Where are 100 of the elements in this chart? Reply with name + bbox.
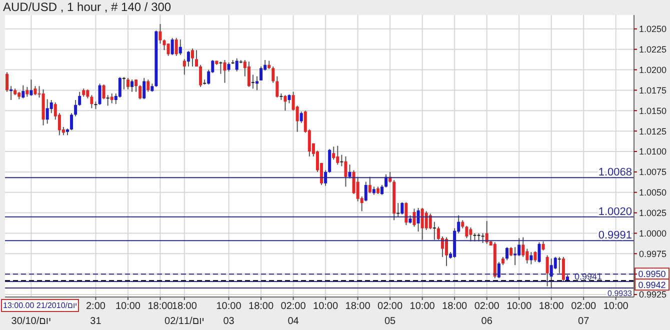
y-tick-label: 1.0075 [639,167,667,178]
candlestick [251,74,254,90]
y-tick-label: 1.0225 [639,44,667,55]
x-tick-label: 10:00 03 [216,301,242,327]
candlestick [122,76,126,90]
candlestick [558,256,561,274]
candlestick [256,76,259,91]
x-tick-label: 10:00 [506,301,532,312]
candlestick [300,110,303,124]
candlestick [130,79,134,92]
x-tick-label: 02:00 07 [571,301,597,327]
x-tick-label: 18:00 [538,301,564,312]
candlestick [497,261,500,279]
candlestick [195,50,198,67]
chart-title: AUD/USD , 1 hour , # 140 / 300 [3,0,172,14]
candlestick [223,59,226,84]
candlestick [138,84,142,100]
candlestick [530,252,533,265]
candlestick [514,246,517,266]
candlestick [219,61,222,74]
candlestick [126,77,130,90]
candlestick [368,176,372,194]
candlestick [518,238,521,257]
y-tick-label: 1.0250 [639,24,667,34]
y-tick-label: 0.9975 [639,248,667,259]
candlestick [465,225,468,239]
candlestick [534,250,537,262]
candlestick [78,91,82,106]
candlestick [445,236,448,266]
ref-line-label: 1.0068 [598,166,632,179]
candlestick [70,112,74,131]
candlestick [247,61,250,88]
x-tick-label: 10:00 [603,301,629,312]
x-tick-label: 02:00 04 [280,301,306,327]
y-tick-label: 1.0175 [639,85,667,96]
y-tick-label: 1.0025 [639,208,667,218]
candlestick [142,77,146,100]
x-tick-label: 18:00 [345,301,371,312]
candlestick [344,156,348,188]
candlestick [162,39,166,51]
candlestick [416,207,420,232]
candlestick [102,84,106,100]
candlestick [400,202,404,215]
candlestick [538,242,541,264]
candlestick [26,86,29,98]
candlestick [118,76,122,98]
y-tick-label: 1.0150 [639,106,667,116]
y-tick-label: 1.0200 [639,64,667,75]
x-tick-label: 02:00 05 [378,301,404,327]
x-tick-label: 10:00 [313,301,338,312]
candlestick [46,98,49,124]
candlestick [469,227,472,242]
candlestick [134,79,138,92]
candlestick [94,101,98,110]
x-tick-label: 02:00 06 [474,301,500,327]
candlestick [166,43,170,56]
candlestick [182,58,186,76]
y-tick-label: 0.9925 [639,290,667,300]
ref-line-label: 0.9933 [608,289,633,298]
candlestick [22,84,25,99]
x-tick-label: 18:00 [442,301,468,312]
candlestick [178,39,182,56]
candlestick [328,148,332,174]
candlestick [364,181,368,202]
candlestick [332,146,336,160]
candlestick [336,145,340,166]
candlestick [235,58,238,72]
ref-line-label: 0.9942 [638,280,666,290]
x-tick-label: 2:00 31 [86,301,106,327]
x-tick-label: 30/10/יום [11,316,52,327]
candlestick [412,208,416,228]
candlestick [10,86,13,101]
candlestick [562,256,565,282]
candlestick [324,170,328,186]
candlestick [272,66,275,84]
y-tick-label: 1.0100 [639,146,667,157]
ref-line-label: 0.9950 [638,269,666,280]
candlestick [481,232,484,244]
candlestick [30,79,33,96]
candlestick [356,176,360,202]
candlestick [110,92,114,104]
candlestick [380,184,384,196]
candlestick [170,37,174,56]
text: 13:00.00 21/2010/יום [1,299,80,312]
candlestick [348,164,352,179]
candlestick [526,248,529,264]
candlestick [74,100,78,117]
candlestick [505,246,508,261]
candlestick [260,66,263,81]
x-tick-label: 10:00 [115,301,141,312]
ref-line-label: 0.9991 [598,230,632,242]
candlestick [90,94,94,109]
ref-line-label: 1.0020 [598,206,632,218]
candlestick [428,213,432,230]
candlestick [550,258,553,289]
x-tick-label: 10:00 [410,301,436,312]
candlestick [420,207,424,240]
candlestick [396,202,400,218]
y-tick-label: 1.0050 [639,188,667,198]
candlestick [174,37,178,56]
